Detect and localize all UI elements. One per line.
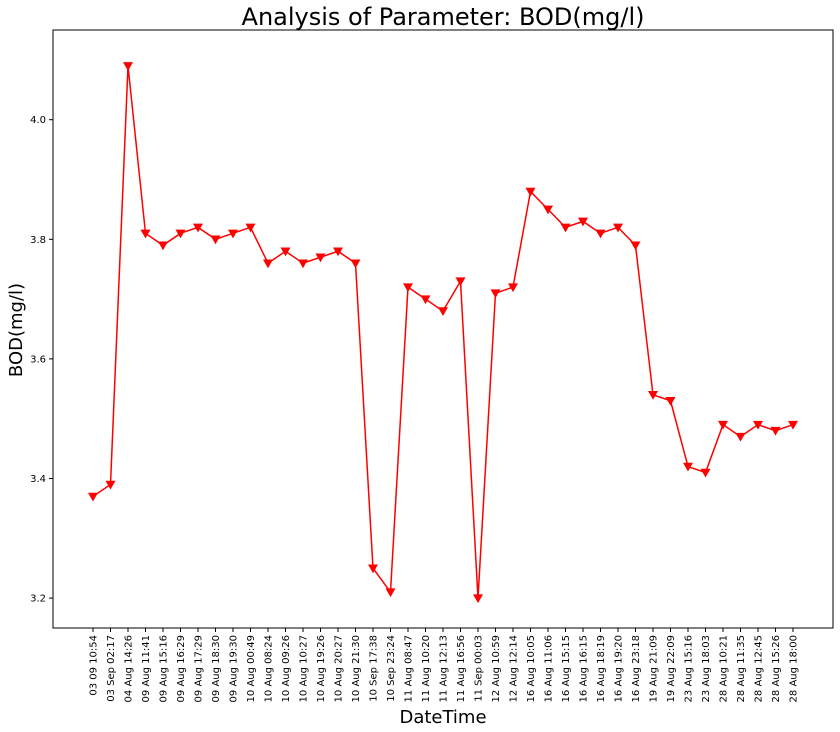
x-axis: 03 09 10:54 03 Sep 02:17 04 Aug 14:26 09 Au… (89, 628, 800, 702)
data-point-marker (175, 229, 186, 239)
data-point-marker (420, 295, 431, 305)
y-tick-label: 3.8 (30, 235, 46, 246)
data-point-marker (280, 247, 291, 257)
x-tick-label: 23 Aug 18:03 (701, 635, 712, 702)
data-point-marker (508, 283, 518, 293)
data-point-marker (490, 289, 501, 299)
x-tick-label: 10 Aug 21:30 (351, 635, 362, 702)
x-tick-label: 09 Aug 19:30 (229, 635, 240, 702)
data-point-marker (753, 420, 763, 430)
x-tick-label: 16 Aug 18:19 (596, 635, 607, 702)
x-tick-label: 28 Aug 10:21 (719, 635, 730, 702)
data-point-marker (525, 187, 536, 197)
data-point-marker (333, 247, 343, 257)
x-tick-label: 10 Sep 17:38 (369, 635, 380, 702)
data-point-marker (560, 223, 571, 233)
data-point-marker (683, 462, 693, 472)
x-tick-label: 11 Sep 00:03 (474, 635, 485, 702)
data-point-marker (665, 397, 676, 406)
x-tick-label: 11 Aug 16:56 (456, 635, 467, 702)
x-tick-label: 03 Sep 02:17 (106, 635, 117, 702)
series-bod (88, 62, 798, 604)
x-tick-label: 04 Aug 14:26 (124, 635, 135, 702)
x-tick-label: 28 Aug 12:45 (754, 635, 765, 702)
x-tick-label: 10 Aug 09:26 (281, 635, 292, 702)
x-tick-label: 10 Aug 19:26 (316, 635, 327, 702)
data-point-marker (700, 468, 711, 478)
data-point-marker (455, 277, 466, 287)
chart-title: Analysis of Parameter: BOD(mg/l) (242, 3, 645, 31)
x-tick-label: 11 Aug 08:47 (404, 635, 415, 702)
data-point-marker (788, 420, 798, 430)
data-point-marker (210, 235, 221, 245)
x-tick-label: 16 Aug 10:05 (526, 635, 537, 702)
x-tick-label: 12 Aug 10:59 (491, 635, 502, 702)
x-tick-label: 10 Sep 23:24 (386, 635, 397, 702)
x-tick-label: 09 Aug 17:29 (194, 635, 205, 702)
data-point-marker (385, 588, 396, 598)
data-point-marker (630, 241, 641, 251)
x-tick-label: 11 Aug 10:20 (421, 635, 432, 702)
x-tick-label: 11 Aug 12:13 (439, 635, 450, 702)
data-point-marker (315, 253, 326, 263)
x-tick-label: 16 Aug 11:06 (544, 635, 555, 702)
data-point-marker (735, 432, 746, 442)
data-point-marker (718, 420, 728, 430)
x-tick-label: 28 Aug 15:26 (771, 635, 782, 702)
data-point-marker (123, 62, 133, 71)
x-tick-label: 23 Aug 15:16 (684, 635, 695, 702)
data-point-marker (648, 391, 658, 400)
x-tick-label: 16 Aug 23:18 (631, 635, 642, 702)
data-point-marker (770, 426, 781, 436)
x-tick-label: 09 Aug 18:30 (211, 635, 222, 702)
x-tick-label: 10 Aug 08:24 (264, 635, 275, 702)
data-point-marker (403, 283, 413, 293)
data-point-marker (105, 480, 116, 490)
x-tick-label: 10 Aug 20:27 (334, 635, 345, 702)
x-tick-label: 10 Aug 10:27 (299, 635, 310, 702)
x-tick-label: 10 Aug 00:49 (246, 635, 257, 702)
data-point-marker (245, 223, 256, 233)
x-tick-label: 09 Aug 15:16 (159, 635, 170, 702)
data-point-marker (595, 229, 606, 239)
data-point-marker (473, 594, 483, 604)
data-point-marker (438, 307, 448, 317)
data-point-marker (193, 223, 203, 233)
data-point-marker (613, 223, 623, 233)
x-tick-label: 09 Aug 16:29 (176, 635, 187, 702)
data-point-marker (140, 229, 151, 239)
data-point-marker (350, 259, 361, 269)
x-tick-label: 19 Aug 21:09 (649, 635, 660, 702)
data-point-marker (298, 259, 308, 269)
data-point-marker (368, 564, 378, 574)
x-tick-label: 03 09 10:54 (89, 635, 100, 696)
x-tick-label: 19 Aug 22:09 (666, 635, 677, 702)
x-tick-label: 12 Aug 12:14 (509, 635, 520, 702)
data-point-marker (263, 259, 273, 269)
data-point-marker (88, 492, 98, 502)
x-tick-label: 28 Aug 18:00 (789, 635, 800, 702)
plot-area-frame (52, 29, 834, 629)
y-tick-label: 3.4 (30, 474, 46, 485)
x-tick-label: 16 Aug 16:15 (579, 635, 590, 702)
x-axis-label: DateTime (399, 707, 486, 728)
data-point-marker (543, 205, 553, 215)
y-tick-label: 3.6 (30, 354, 46, 365)
x-tick-label: 28 Aug 11:35 (736, 635, 747, 702)
y-axis: 3.2 3.4 3.6 3.8 4.0 (30, 115, 53, 605)
x-tick-label: 09 Aug 11:41 (141, 635, 152, 702)
series-line (92, 65, 794, 599)
y-tick-label: 3.2 (30, 594, 46, 605)
data-point-marker (578, 217, 588, 227)
data-point-marker (158, 241, 168, 251)
x-tick-label: 16 Aug 15:15 (561, 635, 572, 702)
x-tick-label: 16 Aug 19:20 (614, 635, 625, 702)
y-axis-label: BOD(mg/l) (6, 283, 27, 377)
y-tick-label: 4.0 (30, 115, 46, 126)
data-point-marker (228, 229, 238, 239)
